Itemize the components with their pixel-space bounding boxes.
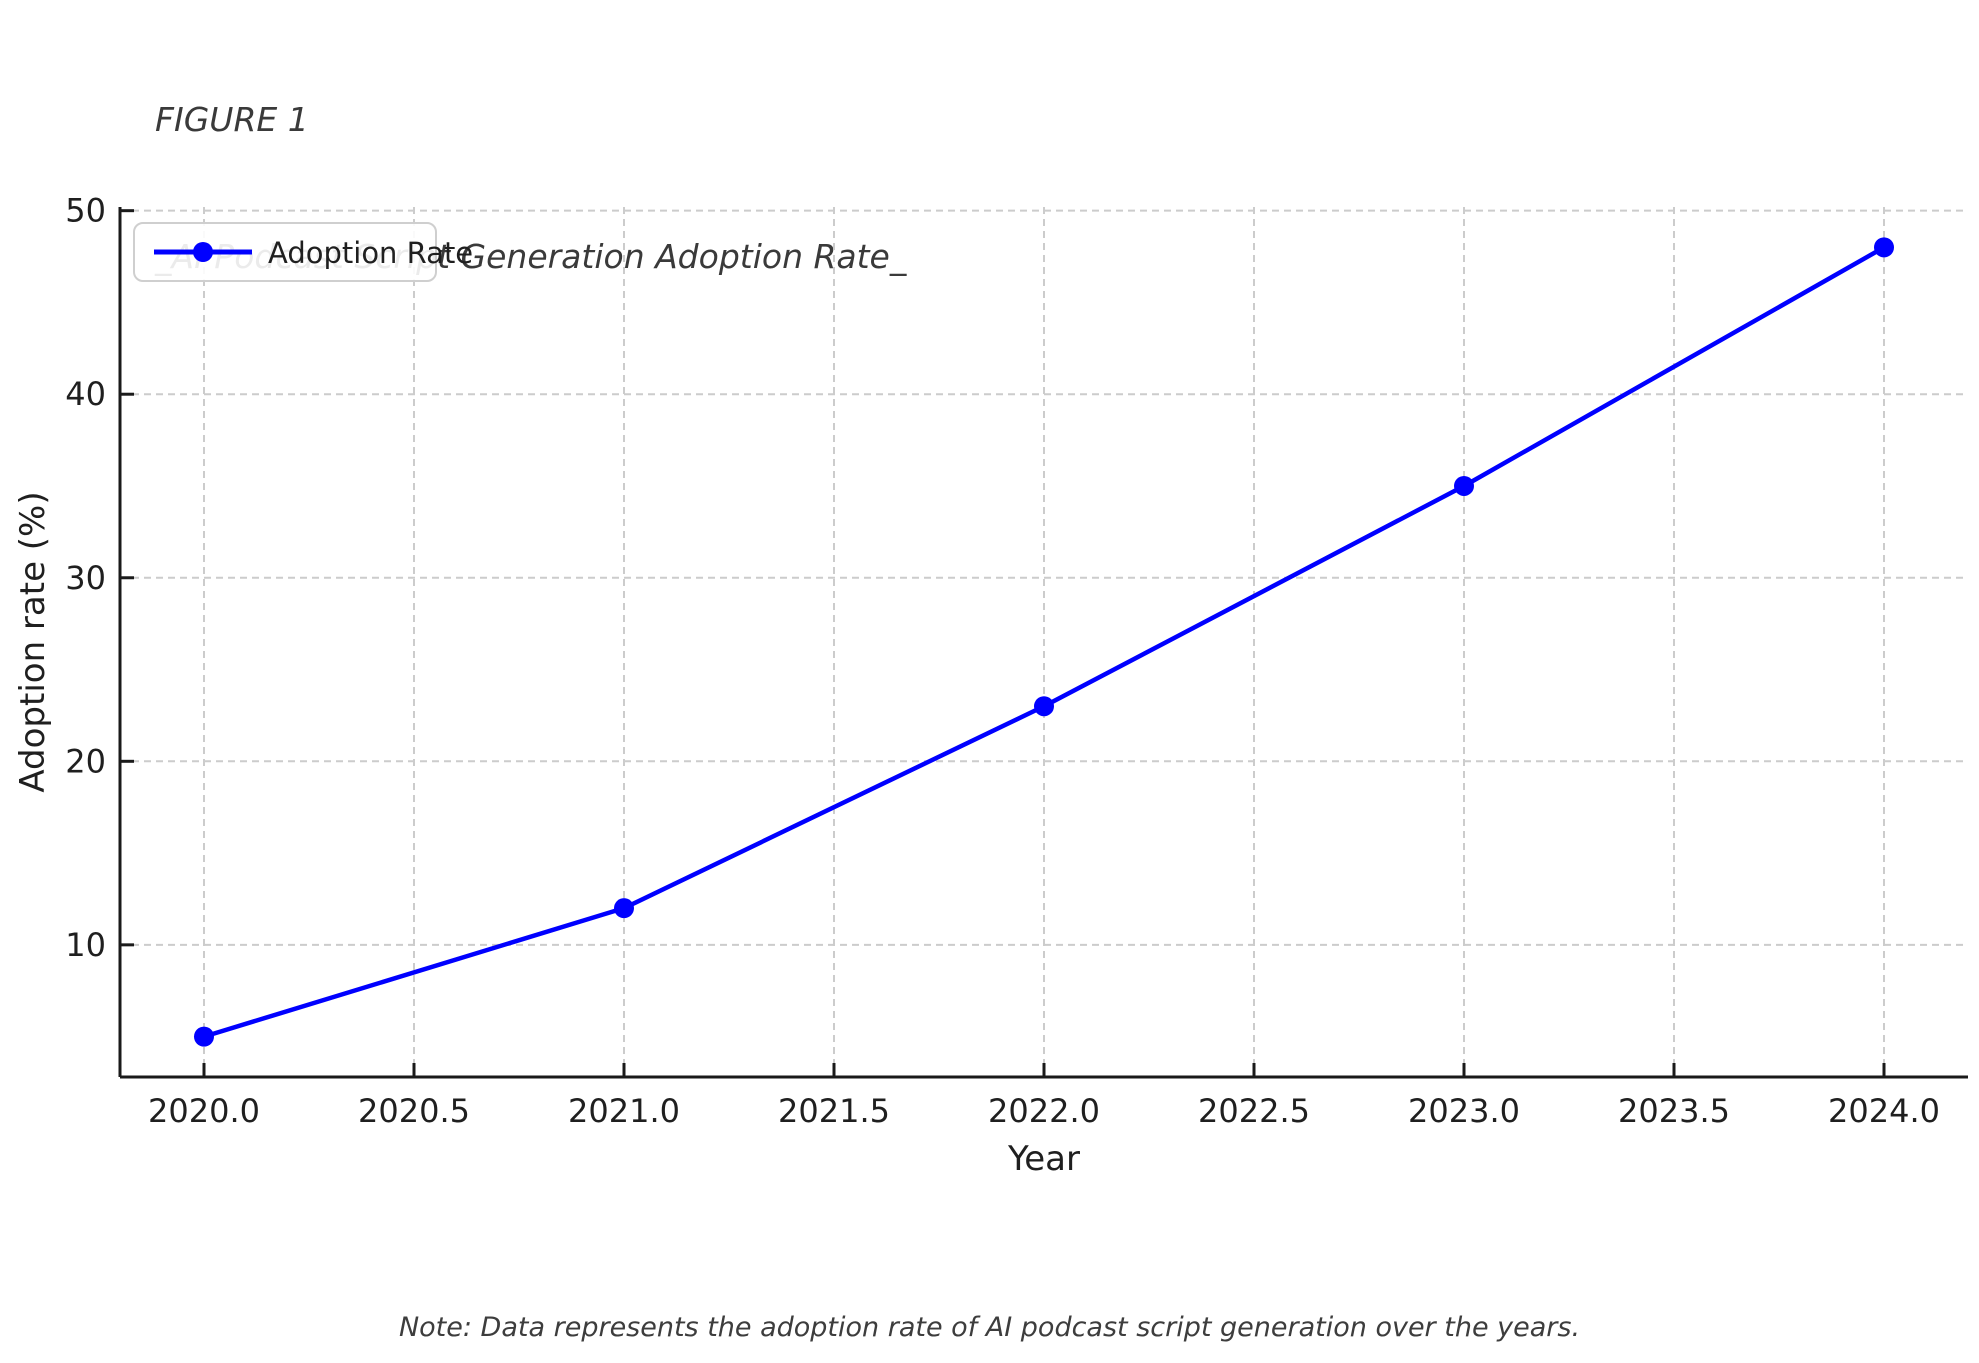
grid	[120, 207, 1968, 1077]
legend-label: Adoption Rate	[268, 236, 473, 270]
x-tick-label: 2020.5	[358, 1092, 470, 1130]
x-tick-label: 2024.0	[1828, 1092, 1940, 1130]
data-point	[1454, 475, 1474, 496]
x-tick-label: 2023.0	[1408, 1092, 1520, 1130]
x-tick-label: 2021.0	[568, 1092, 680, 1130]
x-axis-title: Year	[1007, 1139, 1080, 1179]
x-tick-label: 2021.5	[778, 1092, 890, 1130]
figure-note: Note: Data represents the adoption rate …	[398, 1312, 1581, 1343]
y-tick-label: 20	[65, 742, 106, 780]
x-tick-label: 2022.5	[1198, 1092, 1310, 1130]
y-axis-title: Adoption rate (%)	[13, 491, 53, 792]
y-tick-label: 30	[65, 559, 106, 597]
x-tick-labels: 2020.0 2020.5 2021.0 2021.5 2022.0 2022.5 2023…	[148, 1092, 1940, 1130]
x-tick-label: 2023.5	[1618, 1092, 1730, 1130]
x-tick-label: 2020.0	[148, 1092, 260, 1130]
legend-marker-icon	[193, 242, 213, 262]
x-tick-label: 2022.0	[988, 1092, 1100, 1130]
y-tick-label: 50	[65, 192, 106, 230]
legend-box	[133, 222, 437, 282]
data-point	[1874, 237, 1894, 258]
tick-marks	[120, 209, 1886, 1077]
legend: Adoption Rate	[133, 222, 473, 282]
data-point	[194, 1026, 214, 1047]
y-tick-label: 40	[65, 375, 106, 413]
data-point	[1034, 696, 1054, 717]
y-tick-label: 10	[65, 926, 106, 964]
figure-title-line1: FIGURE 1	[155, 100, 309, 140]
y-tick-labels: 10 20 30 40 50	[65, 192, 106, 964]
data-point	[614, 898, 634, 919]
